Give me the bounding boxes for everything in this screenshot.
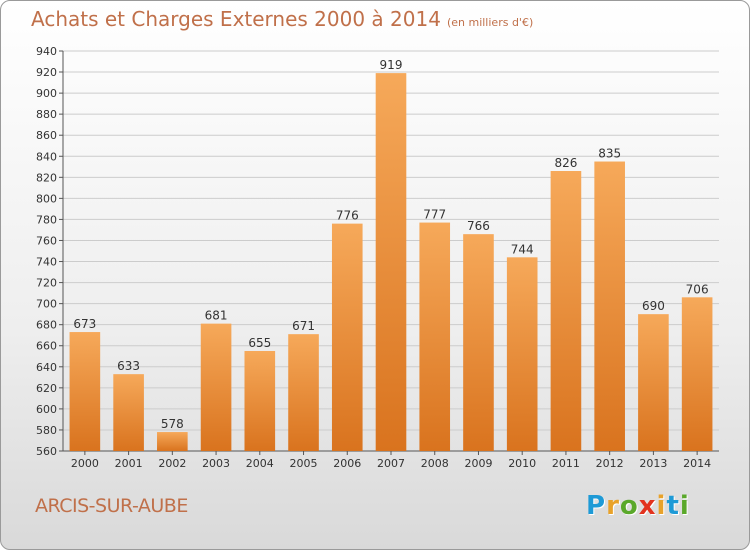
x-tick-label: 2012 — [596, 457, 624, 470]
city-name: ARCIS-SUR-AUBE — [35, 495, 188, 517]
y-tick-label: 920 — [36, 66, 57, 79]
y-tick-label: 640 — [36, 361, 57, 374]
y-tick-label: 700 — [36, 298, 57, 311]
y-tick-label: 840 — [36, 150, 57, 163]
y-tick-label: 900 — [36, 87, 57, 100]
bar — [200, 323, 232, 451]
bar — [638, 314, 669, 451]
y-tick-label: 760 — [36, 234, 57, 247]
y-tick-label: 720 — [36, 277, 57, 290]
y-tick-label: 780 — [36, 213, 57, 226]
x-tick-label: 2000 — [71, 457, 99, 470]
x-tick-label: 2002 — [158, 457, 186, 470]
chart-title: Achats et Charges Externes 2000 à 2014 (e… — [31, 7, 533, 31]
bar — [463, 234, 494, 451]
proxiti-logo: Proxiti — [586, 491, 690, 521]
bar — [594, 161, 625, 452]
y-tick-label: 680 — [36, 319, 57, 332]
bar-value-label: 835 — [598, 147, 621, 161]
data-labels: 673 633 578 681 655 671 776 919 777 766 744 826 835 6… — [73, 58, 708, 431]
bar — [113, 374, 144, 451]
bar-value-label: 690 — [642, 299, 665, 313]
y-tick-label: 940 — [36, 45, 57, 58]
logo-letter: i — [656, 491, 667, 521]
x-tick-label: 2014 — [683, 457, 711, 470]
bar — [331, 223, 363, 451]
y-tick-label: 880 — [36, 108, 57, 121]
bar-value-label: 777 — [423, 208, 446, 222]
x-tick-label: 2007 — [377, 457, 405, 470]
x-tick-label: 2001 — [115, 457, 143, 470]
bar — [288, 334, 319, 451]
bar-value-label: 671 — [292, 319, 315, 333]
bar-value-label: 826 — [554, 156, 577, 170]
logo-letter: i — [679, 491, 690, 521]
bar-value-label: 706 — [686, 282, 709, 296]
bar-value-label: 776 — [336, 209, 359, 223]
x-tick-label: 2004 — [246, 457, 274, 470]
y-tick-label: 660 — [36, 340, 57, 353]
y-tick-label: 860 — [36, 129, 57, 142]
axes: 560 580 600 620 640 660 680 700 720 740 760 780 800 8… — [36, 45, 719, 470]
y-tick-label: 580 — [36, 424, 57, 437]
x-tick-label: 2009 — [464, 457, 492, 470]
x-tick-label: 2010 — [508, 457, 536, 470]
x-tick-label: 2006 — [333, 457, 361, 470]
bar-value-label: 578 — [161, 417, 184, 431]
bar — [506, 257, 538, 451]
bar — [681, 297, 713, 451]
chart-title-text: Achats et Charges Externes 2000 à 2014 — [31, 7, 441, 31]
bar — [157, 432, 188, 451]
bar-value-label: 681 — [205, 309, 228, 323]
y-tick-label: 740 — [36, 256, 57, 269]
logo-letter: o — [619, 491, 639, 521]
y-tick-label: 820 — [36, 171, 57, 184]
logo-letter: P — [586, 491, 607, 521]
bar — [419, 222, 451, 451]
bar — [375, 73, 407, 452]
logo-letter: t — [666, 491, 680, 521]
x-tick-label: 2005 — [290, 457, 318, 470]
bar — [69, 332, 101, 451]
y-tick-label: 560 — [36, 445, 57, 458]
bar-value-label: 655 — [248, 336, 271, 350]
x-tick-label: 2013 — [639, 457, 667, 470]
logo-letter: x — [638, 491, 657, 521]
y-tick-label: 800 — [36, 192, 57, 205]
y-tick-label: 620 — [36, 382, 57, 395]
bar-value-label: 744 — [511, 242, 534, 256]
logo-letter: r — [606, 491, 620, 521]
chart-unit: (en milliers d'€) — [446, 16, 534, 29]
bar-value-label: 633 — [117, 359, 140, 373]
bar-value-label: 919 — [380, 58, 403, 72]
x-tick-label: 2008 — [421, 457, 449, 470]
bar-value-label: 766 — [467, 219, 490, 233]
x-tick-label: 2011 — [552, 457, 580, 470]
x-tick-label: 2003 — [202, 457, 230, 470]
bar-value-label: 673 — [73, 317, 96, 331]
bar — [244, 351, 276, 451]
bars — [69, 73, 713, 452]
y-tick-label: 600 — [36, 403, 57, 416]
bar — [550, 171, 582, 451]
